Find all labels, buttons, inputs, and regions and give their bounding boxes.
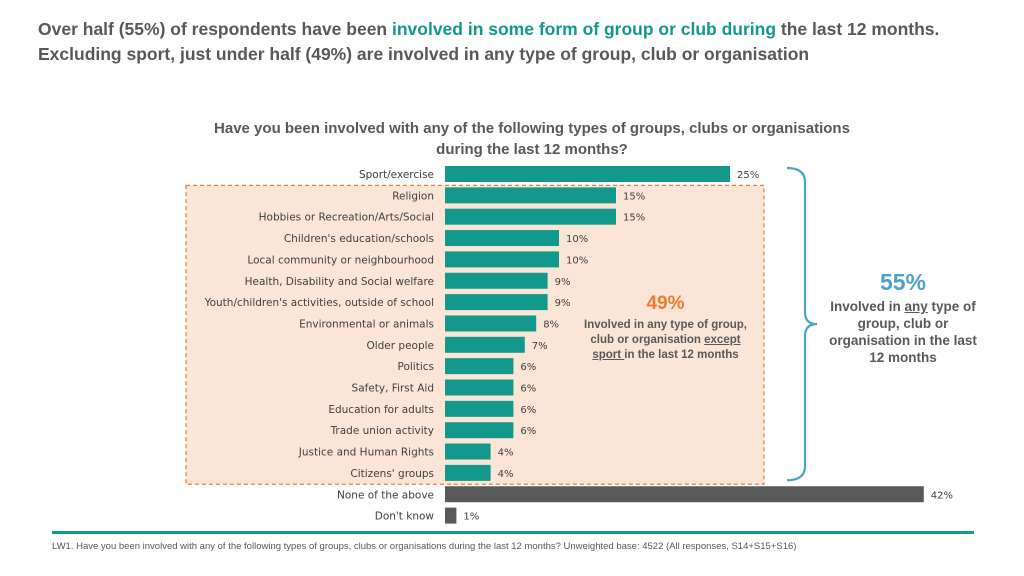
- value-label: 9%: [555, 298, 571, 309]
- footer-rule: [52, 531, 974, 534]
- value-label: 4%: [498, 448, 514, 459]
- category-label: Trade union activity: [330, 425, 434, 437]
- labels-layer: Sport/exercise 25% Religion 15% Hobbies or R…: [204, 169, 953, 523]
- bracket-layer: [786, 166, 818, 482]
- bars-layer: [445, 166, 924, 524]
- category-label: Sport/exercise: [359, 169, 434, 181]
- bar-hobbies-or-recreation-arts-social: [445, 208, 616, 225]
- annotation-49-text2: in the last 12 months: [624, 349, 739, 361]
- annotation-49-text: Involved in any type of group, club or o…: [578, 318, 753, 363]
- bar-religion: [445, 187, 616, 204]
- annotation-55: 55% Involved in any type of group, club …: [828, 268, 978, 366]
- bar-sport-exercise: [445, 166, 730, 182]
- annotation-55-underlined: any: [904, 299, 928, 314]
- bracket-55: [786, 166, 818, 482]
- annotation-49-text1: Involved in any type of group, club or o…: [584, 319, 747, 346]
- annotation-55-text1: Involved in: [830, 299, 905, 314]
- value-label: 42%: [931, 490, 953, 501]
- value-label: 15%: [623, 191, 645, 202]
- bar-safety-first-aid: [445, 379, 514, 396]
- category-label: Hobbies or Recreation/Arts/Social: [259, 212, 434, 224]
- bar-local-community-or-neighbourhood: [445, 251, 559, 268]
- bar-environmental-or-animals: [445, 315, 537, 332]
- value-label: 10%: [566, 255, 588, 266]
- value-label: 15%: [623, 213, 645, 224]
- category-label: Environmental or animals: [299, 318, 434, 330]
- headline-part1: Over half (55%) of respondents have been: [38, 19, 392, 39]
- annotation-55-text: Involved in any type of group, club or o…: [828, 298, 978, 366]
- annotation-49-value: 49%: [646, 293, 685, 314]
- value-label: 6%: [520, 426, 536, 437]
- value-label: 6%: [520, 362, 536, 373]
- value-label: 25%: [737, 170, 759, 181]
- value-label: 10%: [566, 234, 588, 245]
- bar-children-s-education-schools: [445, 230, 559, 247]
- category-label: Citizens' groups: [350, 468, 434, 480]
- category-label: Older people: [366, 340, 434, 352]
- bar-don-t-know: [445, 507, 457, 524]
- bar-citizens-groups: [445, 464, 491, 481]
- value-label: 6%: [520, 405, 536, 416]
- category-label: Don't know: [375, 511, 435, 523]
- category-label: Politics: [398, 361, 435, 373]
- bar-trade-union-activity: [445, 422, 514, 439]
- category-label: None of the above: [337, 489, 434, 501]
- category-label: Education for adults: [328, 404, 434, 416]
- bar-health-disability-and-social-welfare: [445, 272, 548, 289]
- chart-title: Have you been involved with any of the f…: [214, 120, 850, 158]
- value-label: 8%: [543, 319, 559, 330]
- category-label: Safety, First Aid: [352, 383, 434, 395]
- bar-none-of-the-above: [445, 486, 924, 503]
- bar-youth-children-s-activities-outside-of-school: [445, 294, 548, 311]
- category-label: Health, Disability and Social welfare: [245, 276, 434, 288]
- value-label: 7%: [532, 341, 548, 352]
- bar-justice-and-human-rights: [445, 443, 491, 460]
- category-label: Local community or neighbourhood: [247, 254, 434, 266]
- headline-part2: the last 12 months. Excluding sport, jus…: [38, 19, 940, 64]
- value-label: 1%: [463, 512, 479, 523]
- annotation-55-value: 55%: [879, 269, 927, 295]
- category-label: Justice and Human Rights: [298, 447, 434, 459]
- value-label: 6%: [520, 384, 536, 395]
- headline-highlight: involved in some form of group or club d…: [391, 19, 777, 39]
- bar-older-people: [445, 336, 525, 353]
- value-label: 9%: [555, 277, 571, 288]
- category-label: Children's education/schools: [284, 233, 434, 245]
- value-label: 4%: [498, 469, 514, 480]
- annotation-49: 49% Involved in any type of group, club …: [578, 292, 753, 363]
- footnote: LW1. Have you been involved with any of …: [52, 541, 797, 552]
- bar-education-for-adults: [445, 400, 514, 417]
- bar-politics: [445, 358, 514, 375]
- annotation-49-underlined: except sport: [592, 334, 741, 361]
- category-label: Youth/children's activities, outside of …: [204, 297, 434, 309]
- annotation-55-text2: type of group, club or organisation in t…: [829, 299, 977, 365]
- headline: Over half (55%) of respondents have been…: [38, 17, 998, 67]
- category-label: Religion: [392, 190, 434, 202]
